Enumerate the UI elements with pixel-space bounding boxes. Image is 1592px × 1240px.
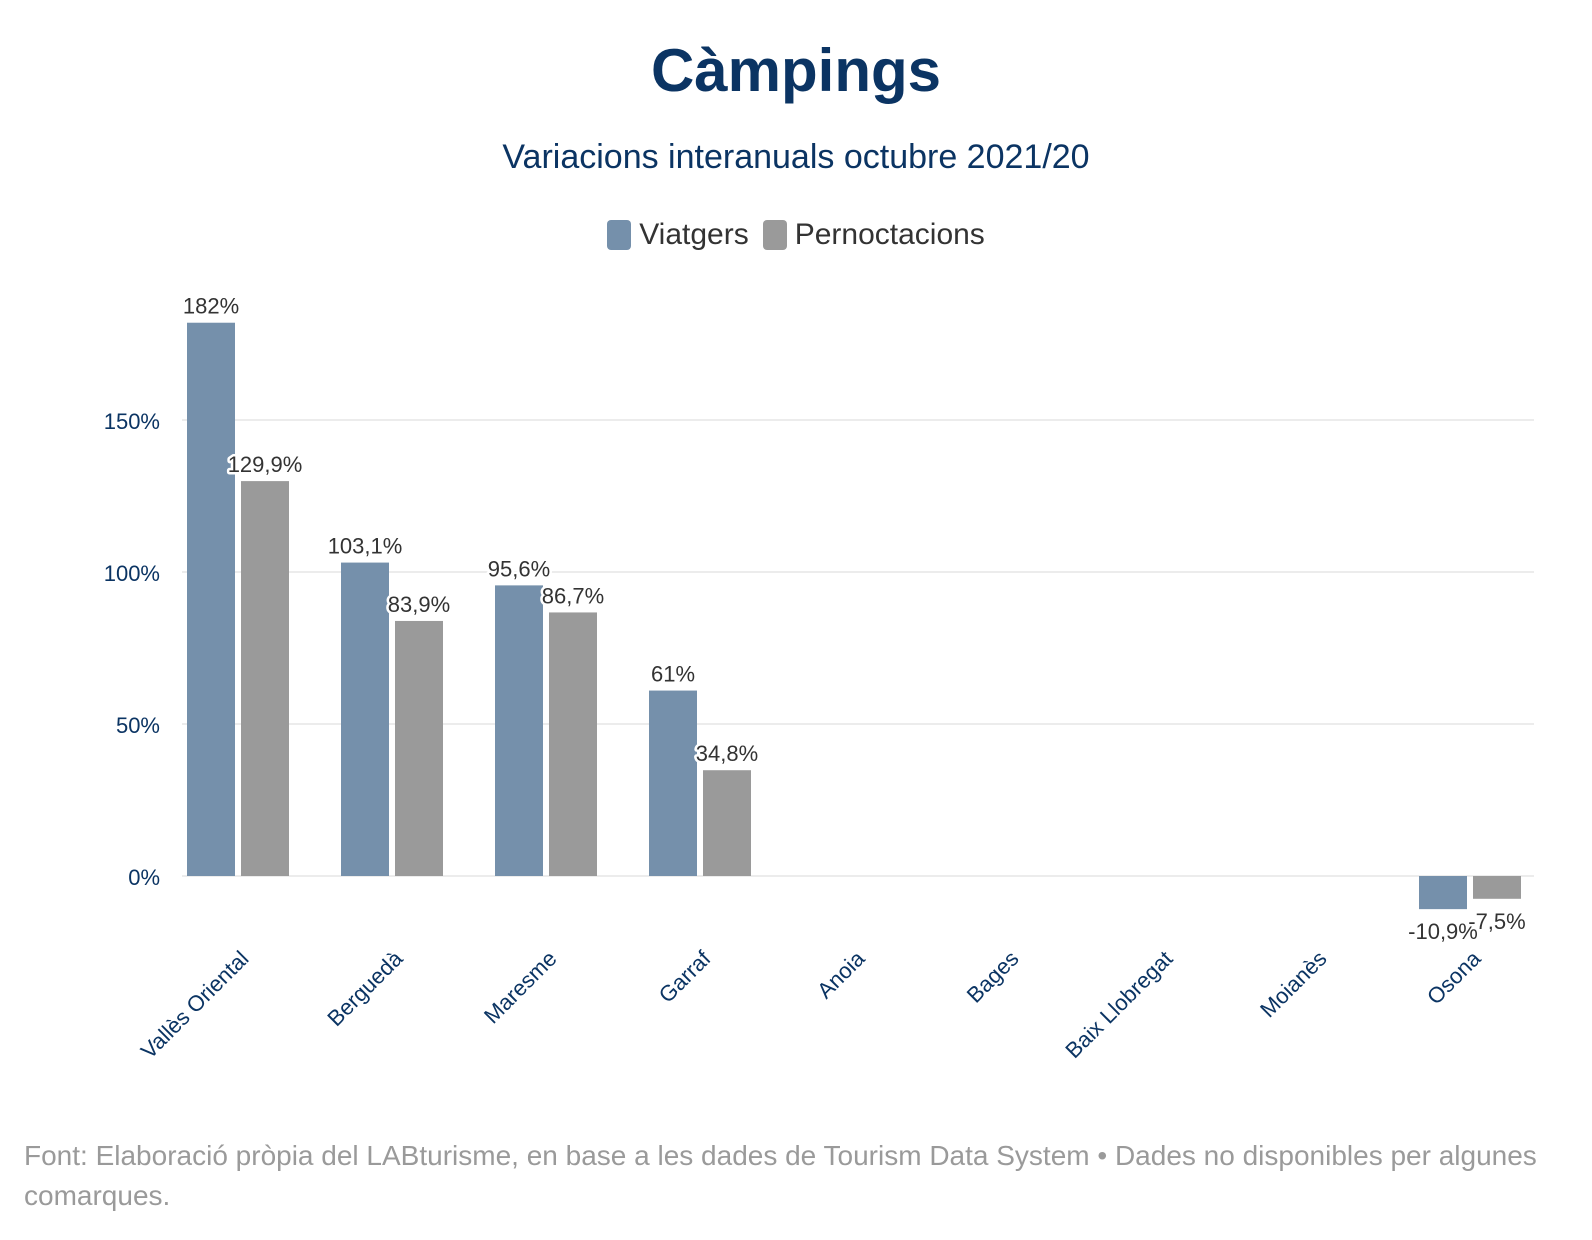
data-label: 182% (183, 294, 239, 319)
legend-swatch-pernoctacions (762, 220, 787, 250)
legend-label-viatgers: Viatgers (639, 218, 749, 251)
x-tick-label: Bages (962, 946, 1024, 1008)
legend-item-viatgers[interactable]: Viatgers (607, 218, 749, 252)
data-label: 95,6% (488, 556, 550, 581)
bar-viatgers (187, 322, 235, 877)
data-label: 34,8% (696, 741, 758, 766)
x-tick-label: Baix Llobregat (1060, 946, 1177, 1063)
source-note: Font: Elaboració pròpia del LABturisme, … (24, 1140, 1537, 1211)
bar-viatgers (1419, 876, 1467, 910)
legend-swatch-viatgers (607, 220, 632, 250)
x-tick-label: Moianès (1255, 946, 1331, 1022)
chart-title: Càmpings (650, 37, 942, 104)
x-tick-label: Maresme (479, 946, 562, 1029)
data-label: 129,9% (228, 452, 303, 477)
data-label: 103,1% (328, 534, 403, 559)
y-tick-label: 0% (128, 865, 160, 890)
x-tick-label: Anoia (812, 945, 870, 1003)
data-label: 61% (651, 662, 695, 687)
y-tick-label: 50% (116, 713, 160, 738)
bar-viatgers (649, 690, 697, 876)
legend: Viatgers Pernoctacions (0, 218, 1592, 252)
bar-pernoctacions (395, 620, 443, 876)
data-label: -10,9% (1408, 919, 1478, 944)
x-tick-label: Berguedà (322, 945, 408, 1031)
bar-pernoctacions (549, 612, 597, 876)
y-tick-label: 150% (104, 409, 160, 434)
legend-label-pernoctacions: Pernoctacions (794, 218, 985, 251)
bar-viatgers (495, 585, 543, 876)
data-label: 83,9% (388, 592, 450, 617)
bar-viatgers (341, 562, 389, 876)
bar-chart: 0% 50% 100% 150% 182% 129,9% Vallès Oriental 10… (103, 293, 1534, 1064)
x-tick-label: Vallès Oriental (136, 946, 254, 1064)
legend-item-pernoctacions[interactable]: Pernoctacions (762, 218, 985, 252)
chart-subtitle: Variacions interanuals octubre 2021/20 (502, 138, 1090, 176)
bar-pernoctacions (241, 481, 289, 876)
y-tick-label: 100% (104, 561, 160, 586)
bar-pernoctacions (703, 770, 751, 876)
x-tick-label: Osona (1422, 945, 1486, 1009)
data-label: 86,7% (542, 583, 604, 608)
bar-pernoctacions (1473, 876, 1521, 899)
data-label: -7,5% (1468, 909, 1525, 934)
x-tick-label: Garraf (654, 945, 716, 1007)
